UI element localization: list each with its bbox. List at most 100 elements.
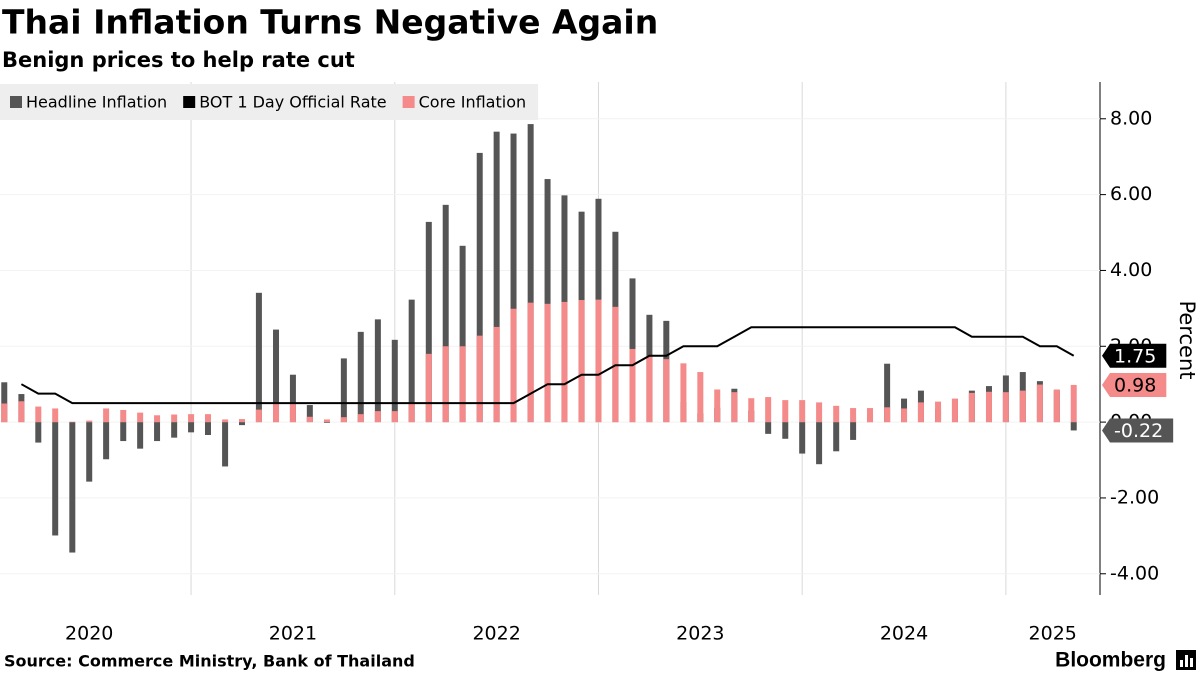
bar xyxy=(968,392,975,423)
end-value-box xyxy=(1102,343,1167,368)
bar xyxy=(103,422,110,460)
bar xyxy=(255,292,262,423)
bar xyxy=(510,133,517,423)
bar xyxy=(357,331,364,423)
bar xyxy=(1,403,8,423)
source-note: Source: Commerce Ministry, Bank of Thail… xyxy=(4,652,415,671)
bar xyxy=(425,353,432,423)
bar xyxy=(204,422,211,435)
bar xyxy=(697,372,704,423)
brand-logo: Bloomberg xyxy=(1055,649,1166,672)
bar xyxy=(1070,384,1077,423)
y-tick-label: -4.00 xyxy=(1110,562,1159,584)
bar xyxy=(1,382,8,423)
bar xyxy=(52,422,59,536)
bar xyxy=(357,414,364,423)
bar xyxy=(493,131,500,423)
bar xyxy=(510,308,517,423)
bar xyxy=(884,363,891,423)
bar xyxy=(901,408,908,423)
bar xyxy=(255,409,262,423)
bar xyxy=(833,422,840,452)
legend-label: Headline Inflation xyxy=(26,93,167,112)
y-tick-label: -2.00 xyxy=(1110,486,1159,508)
legend-swatch xyxy=(402,96,415,108)
bar xyxy=(306,416,313,423)
bar xyxy=(204,414,211,423)
bar xyxy=(171,422,178,438)
bar xyxy=(578,300,585,423)
bar xyxy=(629,348,636,423)
legend-swatch xyxy=(183,96,196,108)
bar xyxy=(561,301,568,423)
bar xyxy=(731,392,738,423)
bar xyxy=(137,412,144,423)
bar xyxy=(171,414,178,423)
bar xyxy=(120,422,127,442)
bar xyxy=(476,152,483,423)
bar xyxy=(273,403,280,423)
bar xyxy=(52,408,59,423)
bar xyxy=(35,422,42,443)
bar xyxy=(222,419,229,423)
chart-title: Thai Inflation Turns Negative Again xyxy=(2,3,658,42)
bar xyxy=(646,355,653,423)
bar xyxy=(18,401,25,423)
y-tick-label: 4.00 xyxy=(1110,259,1152,281)
bar xyxy=(137,422,144,449)
bar xyxy=(1053,389,1060,423)
bar xyxy=(527,302,534,423)
bar xyxy=(408,402,415,423)
end-value-tag: -0.22 xyxy=(1102,418,1174,443)
bar xyxy=(1019,390,1026,423)
end-value-label: 1.75 xyxy=(1114,345,1156,367)
x-tick-label: 2021 xyxy=(269,623,317,645)
bar xyxy=(103,408,110,423)
bar xyxy=(680,363,687,423)
end-value-box xyxy=(1102,372,1167,397)
bar xyxy=(442,204,449,423)
bar xyxy=(748,398,755,423)
bar xyxy=(323,422,330,423)
bar xyxy=(391,339,398,423)
bar xyxy=(1070,422,1077,431)
bar xyxy=(35,406,42,423)
bar xyxy=(188,414,195,423)
bar xyxy=(222,422,229,467)
bar xyxy=(120,409,127,423)
legend-label: Core Inflation xyxy=(419,93,527,112)
y-tick-label: 8.00 xyxy=(1110,107,1152,129)
bar xyxy=(86,422,93,482)
bar xyxy=(935,401,942,423)
bar xyxy=(816,422,823,465)
x-tick-label: 2025 xyxy=(1029,623,1077,645)
bar xyxy=(816,402,823,423)
bar xyxy=(714,389,721,423)
legend-label: BOT 1 Day Official Rate xyxy=(199,93,386,112)
x-tick-label: 2020 xyxy=(65,623,113,645)
legend-background xyxy=(0,84,539,120)
brand-icon-bar xyxy=(1180,660,1183,667)
end-value-tag: 1.75 xyxy=(1102,343,1167,368)
bar xyxy=(663,359,670,423)
bar xyxy=(951,398,958,423)
x-tick-label: 2023 xyxy=(676,623,724,645)
bar xyxy=(391,411,398,423)
bar xyxy=(833,405,840,423)
end-value-label: -0.22 xyxy=(1114,420,1163,442)
bar xyxy=(799,400,806,423)
y-axis-label: Percent xyxy=(1175,300,1199,379)
bar xyxy=(476,335,483,423)
brand-icon xyxy=(1176,650,1196,670)
end-value-box xyxy=(1102,418,1174,443)
bar xyxy=(850,408,857,423)
bar xyxy=(782,400,789,423)
bar xyxy=(188,422,195,433)
bar xyxy=(273,329,280,423)
line xyxy=(20,326,1075,405)
brand-icon-bar xyxy=(1185,655,1188,667)
bar xyxy=(154,415,161,423)
y-tick-label: 6.00 xyxy=(1110,183,1152,205)
